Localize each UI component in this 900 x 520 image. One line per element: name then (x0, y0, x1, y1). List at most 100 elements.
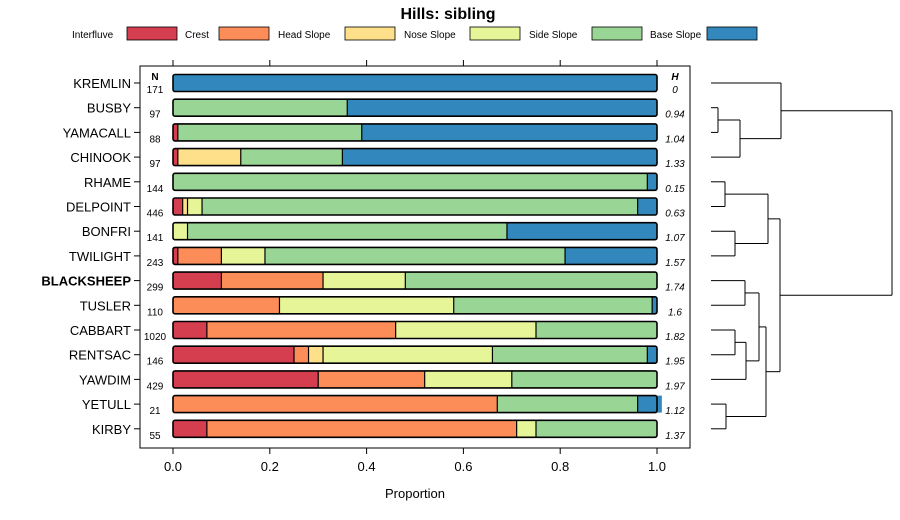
bar-row-cabbart: CABBART 1020 1.82 (70, 320, 685, 343)
bar-segment-nose-slope (516, 420, 536, 438)
bar-row-bonfri: BONFRI 141 1.07 (82, 221, 685, 244)
bar-segment-side-slope (405, 272, 657, 290)
bar-segment-interfluve (173, 346, 294, 364)
site-label: DELPOINT (66, 200, 131, 215)
bar-segment-base-slope (637, 395, 662, 413)
bar-segment-base-slope (173, 74, 657, 92)
bar-segment-side-slope (187, 222, 507, 240)
legend-swatch-interfluve (126, 26, 178, 41)
plot-panel: 0.0 0.2 0.4 0.6 0.8 1.0 N H KREMLIN 171 0 BUSBY 97 0.… (41, 60, 691, 474)
bar-segment-crest (206, 321, 396, 339)
bar-segment-nose-slope (424, 370, 512, 388)
bar-segment-side-slope (536, 420, 657, 438)
h-value: 1.04 (665, 134, 685, 145)
n-value: 429 (147, 381, 164, 392)
bar-segment-crest (206, 420, 517, 438)
bar-segment-base-slope (647, 346, 657, 364)
legend: Interfluve Crest Head Slope Nose Slope Side … (72, 26, 758, 41)
x-tick-label: 0.0 (164, 459, 182, 474)
bar-row-twilight: TWILIGHT 243 1.57 (69, 246, 685, 269)
bar-segment-crest (318, 370, 425, 388)
bar-segment-base-slope (647, 173, 657, 191)
h-value: 1.74 (665, 283, 685, 294)
bar-segment-crest (294, 346, 309, 364)
bar-segment-side-slope (202, 198, 638, 215)
legend-label-interfluve: Interfluve (72, 30, 114, 41)
h-column-header: H (671, 72, 679, 83)
legend-label-head-slope: Head Slope (278, 30, 331, 41)
bar-segment-nose-slope (173, 222, 188, 240)
bar-segment-side-slope (240, 148, 343, 166)
h-value: 1.07 (665, 233, 685, 244)
bar-row-chinook: CHINOOK 97 1.33 (70, 147, 685, 170)
n-value: 146 (147, 357, 164, 368)
h-value: 0 (672, 85, 678, 96)
bar-segment-interfluve (173, 370, 319, 388)
n-value: 171 (147, 85, 164, 96)
bar-segment-interfluve (173, 247, 178, 265)
bar-segment-interfluve (173, 148, 178, 166)
bar-segment-base-slope (361, 123, 657, 141)
bar-segment-side-slope (536, 321, 657, 339)
site-label: YAMACALL (63, 125, 131, 140)
site-label: BLACKSHEEP (41, 274, 131, 289)
bar-row-yamacall: YAMACALL 88 1.04 (63, 123, 685, 145)
site-label: BONFRI (82, 224, 131, 239)
site-label: BUSBY (87, 101, 131, 116)
bar-row-busby: BUSBY 97 0.94 (87, 98, 685, 121)
bar-row-kremlin: KREMLIN 171 0 (73, 73, 678, 96)
site-label: RHAME (84, 175, 131, 190)
bar-segment-nose-slope (279, 296, 454, 314)
site-label: KIRBY (92, 422, 131, 437)
bar-outline (172, 98, 658, 117)
bar-outline (172, 73, 658, 93)
bar-segment-interfluve (173, 420, 207, 438)
bar-segment-base-slope (347, 99, 657, 117)
bar-segment-base-slope (637, 198, 657, 215)
bar-outline (172, 295, 658, 315)
site-label: TUSLER (80, 298, 131, 313)
h-value: 1.97 (665, 381, 685, 392)
site-label: YAWDIM (79, 372, 131, 387)
bar-row-blacksheep: BLACKSHEEP 299 1.74 (41, 271, 685, 294)
bar-segment-interfluve (173, 198, 183, 215)
h-value: 1.12 (665, 406, 685, 417)
x-tick-label: 0.2 (261, 459, 279, 474)
x-tick-label: 0.4 (358, 459, 376, 474)
bar-segment-nose-slope (323, 346, 493, 364)
bar-segment-interfluve (173, 123, 178, 141)
bar-outline (172, 172, 658, 192)
legend-swatch-crest (218, 26, 270, 41)
bar-segment-interfluve (173, 321, 207, 339)
n-value: 21 (149, 406, 161, 417)
site-label: CHINOOK (70, 150, 131, 165)
h-value: 1.95 (665, 357, 685, 368)
n-value: 446 (147, 209, 164, 220)
bar-outline (172, 221, 658, 241)
x-axis-title: Proportion (385, 486, 445, 501)
dendrogram (711, 82, 893, 430)
bar-outline (172, 320, 658, 340)
bar-outline (172, 147, 658, 167)
site-label: KREMLIN (73, 76, 131, 91)
x-tick-label: 1.0 (648, 459, 666, 474)
legend-swatch-base-slope (706, 26, 758, 41)
bar-segment-nose-slope (221, 247, 265, 265)
bar-segment-side-slope (511, 370, 657, 388)
bar-segment-side-slope (177, 123, 362, 141)
bar-segment-side-slope (264, 247, 566, 265)
bar-segment-side-slope (173, 99, 348, 117)
n-value: 299 (147, 283, 164, 294)
legend-swatch-nose-slope (469, 26, 521, 41)
site-label: RENTSAC (69, 348, 131, 363)
legend-swatch-side-slope (591, 26, 643, 41)
n-value: 97 (149, 159, 161, 170)
bar-outline (172, 271, 658, 290)
legend-swatch-head-slope (344, 26, 396, 41)
bar-segment-crest (173, 395, 498, 413)
bar-segment-crest (177, 247, 222, 265)
n-value: 97 (149, 110, 161, 121)
legend-label-base-slope: Base Slope (650, 30, 702, 41)
bar-outline (172, 197, 658, 216)
bar-row-tusler: TUSLER 110 1.6 (80, 295, 682, 318)
